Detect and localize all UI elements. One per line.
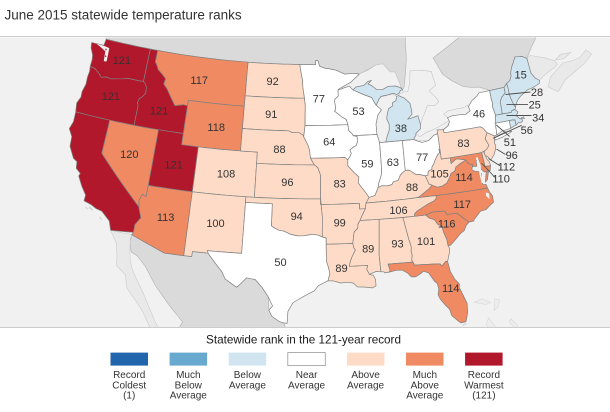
svg-text:53: 53 — [352, 106, 364, 118]
svg-text:88: 88 — [273, 144, 285, 156]
svg-text:34: 34 — [532, 112, 544, 124]
svg-text:96: 96 — [281, 177, 293, 189]
svg-text:Near: Near — [296, 370, 318, 381]
svg-text:Average: Average — [288, 380, 326, 391]
svg-text:Below: Below — [175, 380, 203, 391]
svg-text:Average: Average — [170, 391, 208, 402]
svg-text:114: 114 — [442, 283, 460, 295]
svg-text:106: 106 — [389, 205, 407, 217]
svg-text:Record: Record — [113, 370, 145, 381]
svg-text:89: 89 — [362, 243, 374, 255]
svg-text:64: 64 — [323, 137, 335, 149]
svg-text:77: 77 — [313, 94, 325, 106]
svg-text:92: 92 — [266, 76, 278, 88]
svg-text:100: 100 — [206, 218, 224, 230]
svg-text:94: 94 — [291, 211, 303, 223]
svg-text:25: 25 — [529, 100, 541, 112]
svg-text:120: 120 — [120, 149, 138, 161]
svg-text:59: 59 — [361, 159, 373, 171]
svg-text:88: 88 — [406, 182, 418, 194]
svg-text:Above: Above — [351, 370, 380, 381]
svg-text:Below: Below — [234, 370, 262, 381]
svg-text:91: 91 — [265, 109, 277, 121]
svg-text:28: 28 — [531, 87, 543, 99]
svg-text:56: 56 — [521, 125, 533, 137]
svg-text:118: 118 — [207, 122, 225, 134]
svg-text:Above: Above — [411, 380, 440, 391]
svg-text:116: 116 — [438, 219, 456, 231]
svg-text:38: 38 — [395, 123, 407, 135]
svg-text:89: 89 — [335, 263, 347, 275]
svg-text:Average: Average — [229, 380, 267, 391]
svg-text:83: 83 — [334, 179, 346, 191]
svg-text:Record: Record — [468, 370, 500, 381]
svg-text:50: 50 — [274, 257, 286, 269]
svg-text:Much: Much — [176, 370, 200, 381]
svg-text:(1): (1) — [123, 391, 135, 402]
svg-text:83: 83 — [457, 138, 469, 150]
svg-text:114: 114 — [455, 172, 473, 184]
svg-text:77: 77 — [416, 152, 428, 164]
svg-text:Statewide rank in the 121-year: Statewide rank in the 121-year record — [206, 334, 401, 347]
svg-text:51: 51 — [504, 137, 516, 149]
svg-text:121: 121 — [102, 91, 120, 103]
svg-text:(121): (121) — [472, 391, 495, 402]
svg-text:June 2015 statewide temperatur: June 2015 statewide temperature ranks — [5, 7, 242, 22]
svg-text:121: 121 — [113, 55, 131, 67]
svg-text:117: 117 — [453, 199, 471, 211]
svg-text:110: 110 — [492, 173, 510, 185]
svg-text:Much: Much — [413, 370, 437, 381]
svg-text:Average: Average — [406, 391, 444, 402]
svg-text:121: 121 — [164, 159, 182, 171]
svg-text:Coldest: Coldest — [112, 380, 146, 391]
svg-text:105: 105 — [430, 169, 448, 181]
svg-text:121: 121 — [150, 105, 168, 117]
svg-text:Warmest: Warmest — [464, 380, 504, 391]
svg-text:46: 46 — [473, 109, 485, 121]
svg-text:108: 108 — [217, 169, 235, 181]
svg-text:93: 93 — [391, 239, 403, 251]
svg-text:99: 99 — [334, 217, 346, 229]
svg-text:15: 15 — [514, 69, 526, 81]
svg-text:Average: Average — [347, 380, 385, 391]
svg-text:101: 101 — [417, 236, 435, 248]
svg-text:112: 112 — [498, 162, 516, 174]
svg-text:96: 96 — [506, 150, 518, 162]
svg-text:117: 117 — [190, 75, 208, 87]
svg-text:63: 63 — [387, 157, 399, 169]
svg-text:113: 113 — [157, 212, 175, 224]
